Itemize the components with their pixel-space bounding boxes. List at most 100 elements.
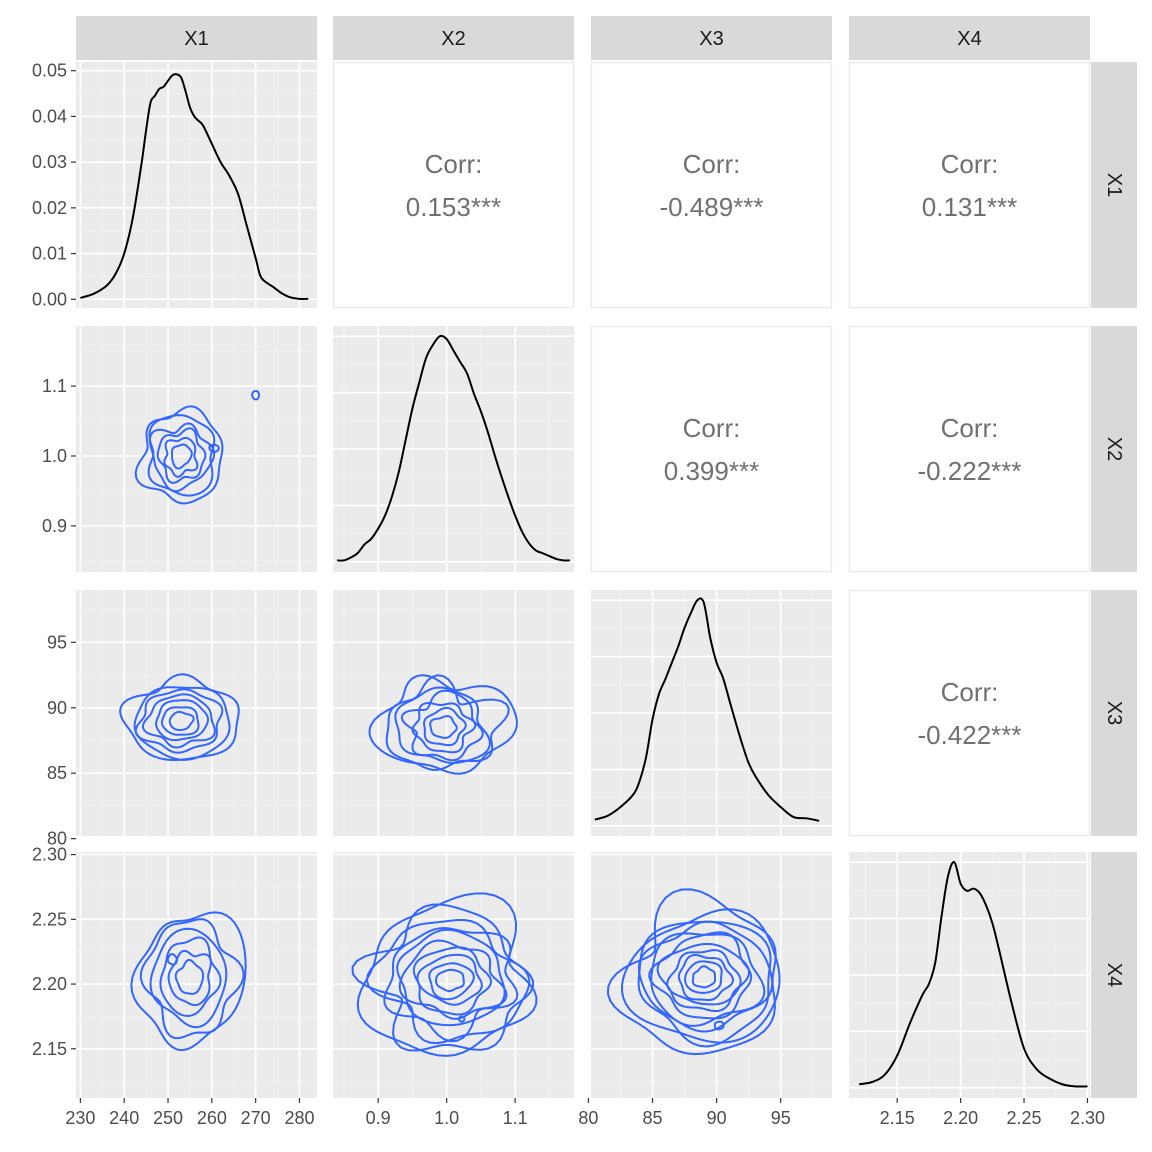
contour-line	[400, 689, 484, 762]
contour-line	[713, 1020, 725, 1031]
x-tick-label: 2.20	[943, 1108, 978, 1128]
contour-line	[394, 686, 491, 764]
panel-background	[333, 590, 574, 836]
panel-X4-X3	[591, 852, 832, 1098]
contour-line	[139, 918, 245, 1040]
contour-line	[435, 968, 465, 993]
correlation-label: Corr:	[683, 413, 741, 443]
y-tick-label: 0.01	[32, 244, 67, 264]
contour-line	[163, 436, 199, 478]
correlation-label: Corr:	[683, 149, 741, 179]
contour-line	[677, 954, 735, 1002]
correlation-value: 0.399***	[664, 456, 759, 486]
contour-line	[160, 706, 200, 736]
y-tick-label: 1.0	[42, 446, 67, 466]
y-tick-label: 2.30	[32, 845, 67, 865]
contour-line	[133, 686, 231, 761]
column-strip-X4: X4	[849, 16, 1090, 60]
contour-line	[365, 919, 531, 1045]
density-curve-X1	[80, 73, 309, 300]
y-tick-label: 0.03	[32, 152, 67, 172]
y-tick-label: 80	[47, 829, 67, 849]
correlation-panel-X2-X3: Corr: 0.399***	[590, 325, 833, 573]
contour-line	[423, 706, 467, 747]
column-strip-X1: X1	[76, 16, 317, 60]
correlation-value: 0.153***	[406, 192, 501, 222]
x-tick-label: 230	[65, 1108, 95, 1128]
row-strip-X2: X2	[1091, 326, 1137, 572]
contour-line	[174, 958, 205, 995]
row-strip-label: X4	[1103, 963, 1125, 987]
correlation-value: -0.422***	[917, 720, 1021, 750]
row-strip-label: X3	[1103, 701, 1125, 725]
contour-line	[166, 953, 178, 966]
contour-line	[156, 427, 207, 484]
contour-line	[170, 443, 193, 470]
row-strip-X3: X3	[1091, 590, 1137, 836]
contour-line	[134, 405, 224, 505]
contour-line	[666, 949, 742, 1006]
x-tick-label: 2.15	[880, 1108, 915, 1128]
correlation-label: Corr:	[425, 149, 483, 179]
y-tick-label: 2.20	[32, 974, 67, 994]
panel-X4-X4	[849, 852, 1090, 1098]
panel-X2-X2	[333, 326, 574, 572]
contour-line	[684, 960, 723, 994]
panel-X3-X3	[591, 590, 832, 836]
panel-X4-X2	[333, 852, 574, 1098]
correlation-label: Corr:	[941, 677, 999, 707]
contour-line	[621, 908, 781, 1044]
contour-line	[398, 939, 508, 1020]
contour-line	[637, 920, 774, 1033]
correlation-label: Corr:	[941, 413, 999, 443]
panel-X4-X1	[76, 852, 317, 1098]
panel-X1-X1	[76, 62, 317, 308]
contour-line	[428, 962, 475, 1001]
density-curve-X2	[337, 334, 570, 562]
contour-line	[148, 422, 216, 493]
column-strip-label: X3	[699, 28, 723, 50]
row-strip-label: X2	[1103, 437, 1125, 461]
correlation-panel-X3-X4: Corr: -0.422***	[848, 589, 1091, 837]
x-tick-label: 2.25	[1007, 1108, 1042, 1128]
y-tick-label: 0.00	[32, 289, 67, 309]
panel-X2-X1	[76, 326, 317, 572]
contour-line	[383, 927, 519, 1043]
correlation-panel-X1-X3: Corr: -0.489***	[590, 61, 833, 309]
contour-line	[650, 932, 766, 1027]
panel-background	[76, 326, 317, 572]
contour-line	[149, 927, 228, 1029]
x-tick-label: 95	[771, 1108, 791, 1128]
y-tick-label: 85	[47, 763, 67, 783]
correlation-panel-X1-X4: Corr: 0.131***	[848, 61, 1091, 309]
contour-line	[351, 903, 535, 1052]
y-tick-label: 2.15	[32, 1039, 67, 1059]
panel-X3-X1	[76, 590, 317, 836]
x-tick-label: 260	[197, 1108, 227, 1128]
panel-background	[333, 852, 574, 1098]
correlation-label: Corr:	[941, 149, 999, 179]
contour-line	[691, 965, 717, 989]
correlation-value: -0.489***	[659, 192, 763, 222]
x-tick-label: 250	[153, 1108, 183, 1128]
contour-line	[606, 888, 777, 1056]
contour-line	[168, 710, 195, 731]
y-tick-label: 95	[47, 632, 67, 652]
panel-background	[591, 852, 832, 1098]
density-curve-X3	[594, 597, 820, 822]
panel-background	[76, 852, 317, 1098]
contour-line	[155, 699, 209, 742]
x-tick-label: 280	[284, 1108, 314, 1128]
x-tick-label: 90	[707, 1108, 727, 1128]
contour-line	[251, 390, 260, 401]
y-tick-label: 2.25	[32, 909, 67, 929]
x-tick-label: 1.0	[434, 1108, 459, 1128]
column-strip-X3: X3	[591, 16, 832, 60]
y-tick-label: 0.02	[32, 198, 67, 218]
y-tick-label: 0.05	[32, 61, 67, 81]
x-tick-label: 240	[109, 1108, 139, 1128]
contour-line	[368, 674, 518, 775]
axes: 230 240 250 260 270 280 0.9 1.0 1.1 80 85 90 95 2.15 2…	[32, 61, 1105, 1128]
contour-line	[416, 953, 483, 1006]
